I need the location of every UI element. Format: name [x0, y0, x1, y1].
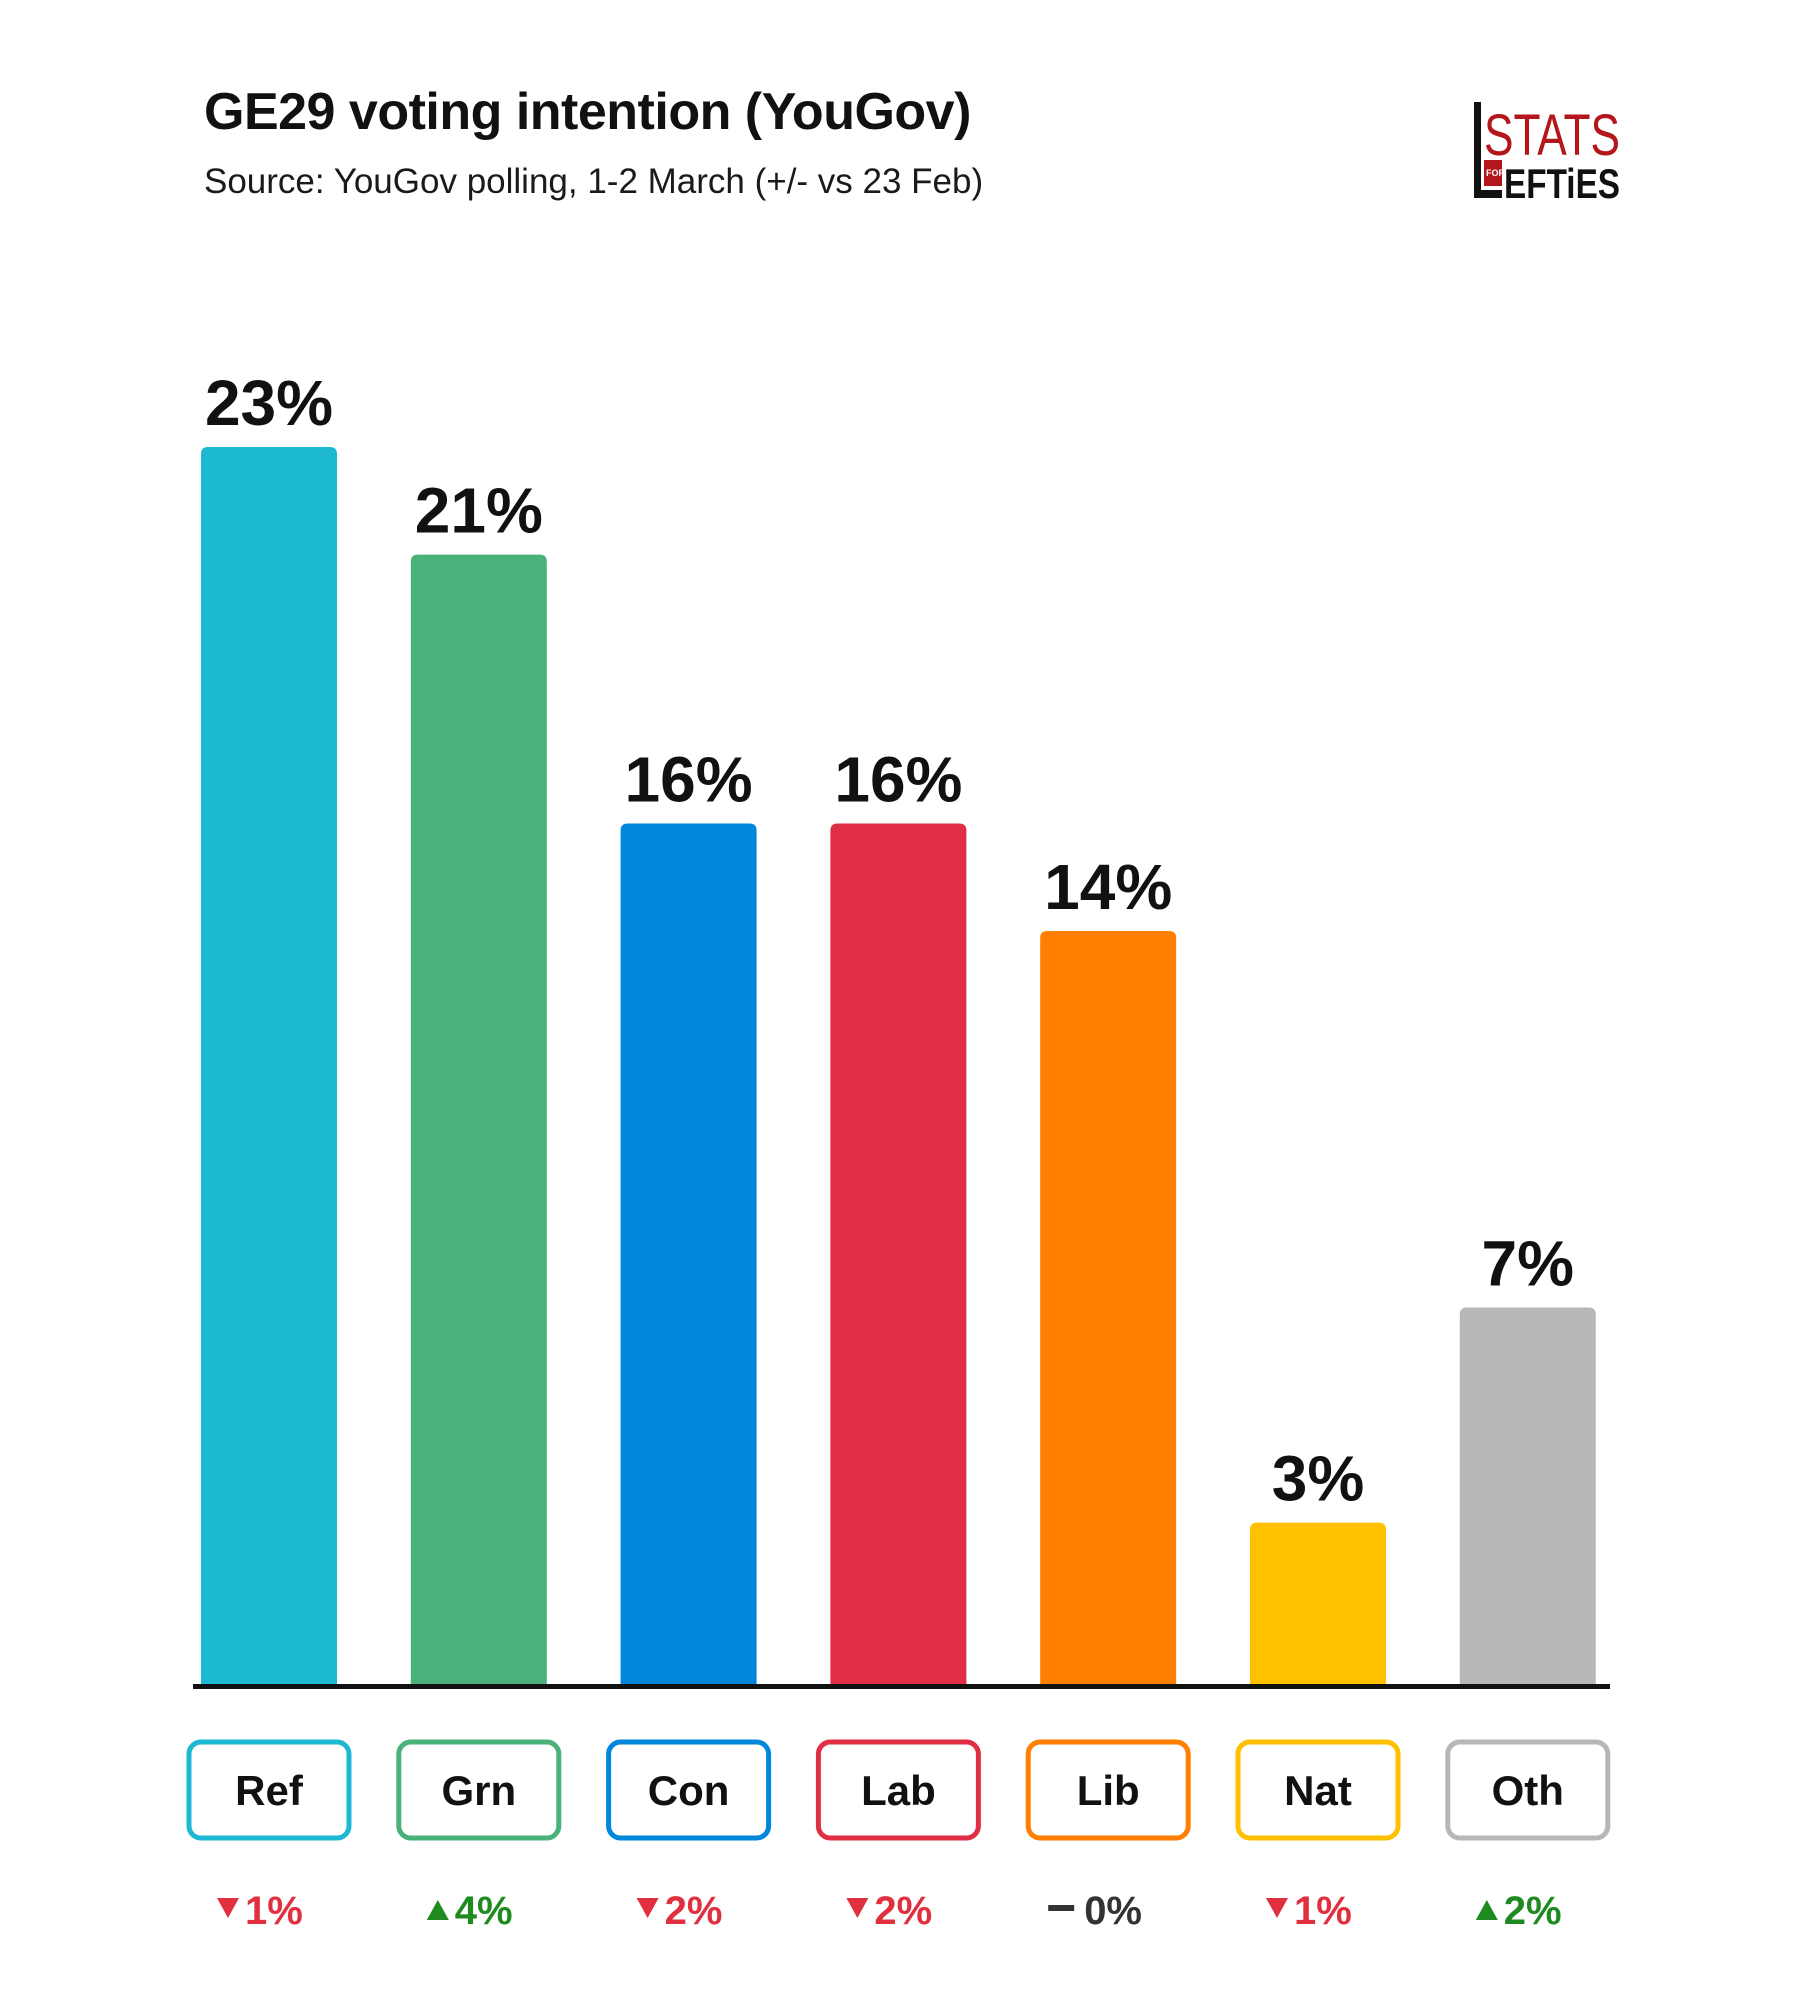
bar-lab — [830, 823, 967, 1684]
category-box-oth — [1445, 1739, 1611, 1841]
category-label-oth: Oth — [1492, 1767, 1564, 1814]
change-label-con: 2% — [665, 1889, 723, 1933]
category-label-nat: Nat — [1284, 1767, 1352, 1814]
bar-oth — [1459, 1307, 1596, 1684]
category-label-ref: Ref — [235, 1767, 304, 1814]
category-label-lab: Lab — [861, 1767, 936, 1814]
value-label-grn: 21% — [415, 475, 543, 547]
value-label-lib: 14% — [1044, 851, 1172, 923]
arrow-down-icon — [217, 1898, 239, 1918]
svg-text:STATS: STATS — [1484, 103, 1620, 168]
bar-ref — [201, 447, 337, 1684]
chart-subtitle: Source: YouGov polling, 1-2 March (+/- v… — [204, 162, 984, 201]
bar-grn — [410, 554, 547, 1685]
category-label-grn: Grn — [441, 1767, 516, 1814]
category-box-ref — [186, 1739, 352, 1841]
category-box-lab — [815, 1739, 981, 1841]
change-label-lab: 2% — [874, 1889, 932, 1933]
change-label-grn: 4% — [455, 1889, 513, 1933]
change-label-ref: 1% — [245, 1889, 303, 1933]
bar-con — [620, 823, 757, 1684]
value-label-ref: 23% — [205, 367, 333, 439]
bar-nat — [1250, 1522, 1386, 1684]
arrow-down-icon — [636, 1898, 659, 1918]
no-change-dash-icon — [1048, 1905, 1075, 1911]
category-box-grn — [396, 1739, 562, 1841]
category-box-con — [606, 1739, 772, 1841]
category-label-con: Con — [648, 1767, 730, 1814]
svg-text:FOR: FOR — [1486, 168, 1505, 178]
bar-lib — [1040, 931, 1177, 1684]
change-label-lib: 0% — [1084, 1889, 1142, 1933]
category-box-nat — [1235, 1739, 1401, 1841]
chart-title: GE29 voting intention (YouGov) — [204, 83, 971, 141]
arrow-up-icon — [1475, 1900, 1498, 1920]
value-label-oth: 7% — [1482, 1228, 1575, 1300]
value-label-nat: 3% — [1272, 1443, 1365, 1515]
arrow-down-icon — [1266, 1898, 1288, 1918]
arrow-up-icon — [426, 1900, 449, 1920]
change-label-nat: 1% — [1294, 1889, 1352, 1933]
svg-text:EFTiES: EFTiES — [1504, 160, 1620, 204]
category-label-lib: Lib — [1077, 1767, 1140, 1814]
category-box-lib — [1025, 1739, 1191, 1841]
stats-for-lefties-logo: STATS FOR EFTiES — [1474, 102, 1620, 204]
change-label-oth: 2% — [1504, 1889, 1562, 1933]
value-label-lab: 16% — [834, 743, 962, 815]
x-axis-line — [193, 1684, 1610, 1689]
value-label-con: 16% — [625, 743, 753, 815]
arrow-down-icon — [846, 1898, 869, 1918]
